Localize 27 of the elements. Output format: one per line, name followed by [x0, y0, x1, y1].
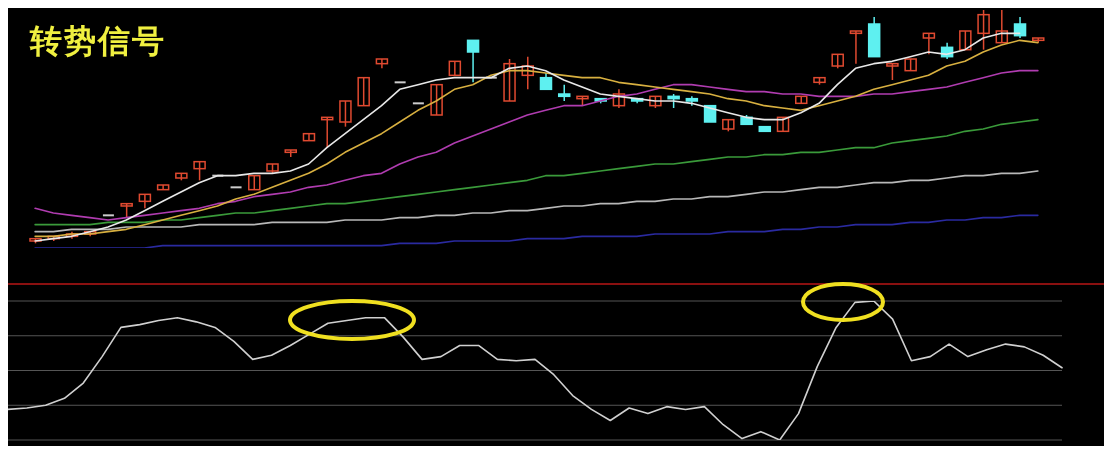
candlestick [138, 193, 152, 210]
candlestick [1013, 16, 1027, 39]
candlestick [503, 58, 516, 102]
candlestick [977, 10, 990, 51]
candlestick [302, 132, 316, 142]
candlestick [101, 214, 115, 217]
candlestick [357, 76, 370, 107]
candlestick [849, 30, 863, 65]
candlestick [995, 10, 1009, 44]
candlestick [430, 83, 443, 116]
candlestick [375, 58, 389, 70]
candlestick [557, 83, 571, 102]
candlestick [339, 100, 352, 128]
candlestick [922, 32, 936, 56]
candlestick [193, 160, 206, 182]
candlestick [320, 116, 334, 149]
candlestick [776, 116, 790, 133]
candlestick [448, 60, 462, 77]
candlestick [466, 39, 480, 84]
candlestick [229, 186, 243, 189]
candlestick [521, 55, 535, 91]
candlestick [393, 81, 407, 84]
candlestick [284, 149, 297, 158]
candlestick [411, 102, 425, 105]
chart-title: 转势信号 [30, 21, 166, 62]
candlestick [612, 88, 626, 109]
candlestick [959, 30, 972, 51]
